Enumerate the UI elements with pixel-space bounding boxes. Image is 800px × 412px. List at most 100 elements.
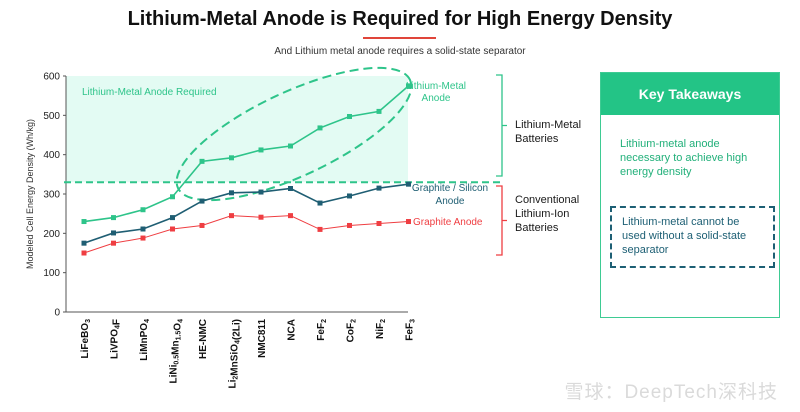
x-tick-label-part: FeF (316, 323, 327, 341)
annotation-line: Conventional (515, 194, 579, 206)
series-2-point (317, 226, 323, 232)
y-tick-label: 400 (43, 150, 60, 161)
x-tick-label-FeF3: FeF3 (405, 319, 417, 341)
series-0-point (140, 207, 146, 213)
bracket-lithium-metal (496, 74, 507, 177)
x-tick-label-part: Mn (171, 340, 182, 354)
watermark: 雪球：DeepTech深科技 (564, 382, 778, 403)
region-label: Lithium-Metal Anode Required (82, 87, 217, 98)
x-tick-label-part: NiF (375, 323, 386, 339)
series-label-line: Lithium-Metal (406, 81, 466, 92)
x-tick-label-NiF2: NiF2 (375, 319, 387, 339)
series-0-point (199, 158, 205, 164)
series-2-point (170, 226, 175, 232)
series-1-point (347, 193, 352, 199)
takeaway-separator-box: Lithium-metal cannot be used without a s… (610, 206, 775, 268)
x-tick-label-NMC811: NMC811 (257, 319, 268, 358)
x-tick-label-part: 2 (351, 319, 358, 323)
series-label-graphite-silicon: Graphite / Silicon Anode (412, 183, 488, 207)
x-tick-label-Li2MnSiO4(2Li): Li2MnSiO4(2Li) (228, 319, 243, 388)
series-1-point (111, 230, 116, 236)
highlight-ellipse (175, 66, 413, 202)
takeaway-solid-state: Lithium-metal cannot be used without a s… (622, 216, 747, 256)
x-tick-label-CoF2: CoF2 (346, 319, 358, 342)
series-line-0 (83, 85, 410, 223)
x-tick-label-part: FeF (405, 323, 416, 341)
series-2-point (199, 222, 205, 228)
x-tick-label-part: (2Li) (232, 319, 243, 340)
x-tick-label-part: F (112, 319, 123, 325)
series-1-point (199, 198, 205, 204)
x-tick-label-part: 0.5 (174, 355, 181, 365)
series-2-point (140, 235, 146, 241)
li-metal-region (66, 76, 408, 183)
series-2-point (288, 213, 293, 219)
series-2-point (406, 219, 411, 225)
x-tick-label-part: Li (228, 379, 239, 388)
series-0-point (406, 83, 411, 89)
series-0-point (347, 114, 352, 120)
annotation-line: Lithium-Ion (515, 208, 569, 220)
key-takeaways-header: Key Takeaways (601, 73, 779, 115)
series-1-point (317, 200, 323, 206)
page-subtitle: And Lithium metal anode requires a solid… (274, 46, 526, 57)
x-tick-label-part: 4 (178, 319, 185, 323)
y-tick-label: 100 (43, 268, 60, 279)
x-tick-label-FeF2: FeF2 (316, 319, 328, 341)
x-tick-label-part: NMC811 (257, 319, 268, 358)
series-line-2 (83, 215, 409, 254)
x-tick-label-LiFeBO3: LiFeBO3 (80, 319, 92, 359)
series-0-point (317, 125, 323, 131)
title-underline (363, 37, 436, 39)
series-1-point (81, 240, 87, 246)
series-label-line: Anode (422, 93, 451, 104)
annotation-line: Batteries (515, 133, 559, 145)
x-tick-label-part: NCA (287, 319, 298, 341)
series-0-point (288, 143, 293, 149)
annotation-line: Batteries (515, 222, 559, 234)
series-1-point (288, 185, 293, 191)
y-tick-label: 500 (43, 111, 60, 122)
x-tick-label-HE-NMC: HE-NMC (198, 319, 209, 359)
page-title: Lithium-Metal Anode is Required for High… (127, 8, 673, 30)
x-tick-label-part: 2 (380, 319, 387, 323)
series-0-point (111, 215, 116, 221)
x-tick-label-part: 2 (321, 319, 328, 323)
series-line-1 (83, 183, 409, 244)
series-2-point (81, 250, 87, 256)
series-0-point (81, 219, 87, 225)
x-tick-label-part: 4 (235, 340, 242, 344)
series-0-point (258, 147, 264, 153)
x-tick-label-part: MnSiO (230, 344, 241, 376)
x-tick-label-part: O (173, 323, 184, 331)
x-tick-label-part: LiVPO (110, 329, 121, 359)
x-tick-label-part: 3 (410, 319, 417, 323)
series-label-line: Graphite / Silicon (412, 183, 488, 194)
bracket-conventional (496, 185, 507, 256)
key-takeaways-panel: Key Takeaways Lithium-metal anode necess… (600, 72, 780, 318)
y-tick-label: 0 (54, 308, 60, 319)
series-2-point (229, 213, 234, 219)
series-1-point (406, 181, 411, 187)
x-tick-label-part: 1.5 (176, 331, 183, 341)
x-tick-label-part: LiNi (169, 364, 180, 383)
x-tick-label-LiMnPO4: LiMnPO4 (139, 319, 151, 361)
y-tick-label: 300 (43, 190, 60, 201)
x-tick-label-LiNi0.5Mn1.5O4: LiNi0.5Mn1.5O4 (169, 319, 185, 384)
series-1-point (376, 185, 382, 191)
series-label-line: Anode (436, 196, 465, 207)
x-tick-label-part: 2 (233, 376, 240, 380)
x-tick-label-part: LiMnPO (139, 323, 150, 361)
y-tick-label: 600 (43, 72, 60, 83)
series-2-point (111, 240, 116, 246)
series-1-point (140, 226, 146, 232)
series-2-point (376, 221, 382, 226)
series-2-point (258, 214, 264, 220)
series-0-point (170, 194, 175, 200)
series-2-point (347, 222, 352, 228)
x-tick-label-LiVPO4F: LiVPO4F (110, 319, 123, 359)
series-label-graphite: Graphite Anode (413, 217, 483, 228)
x-tick-label-part: LiFeBO (80, 323, 91, 359)
x-tick-label-part: CoF (346, 323, 357, 342)
